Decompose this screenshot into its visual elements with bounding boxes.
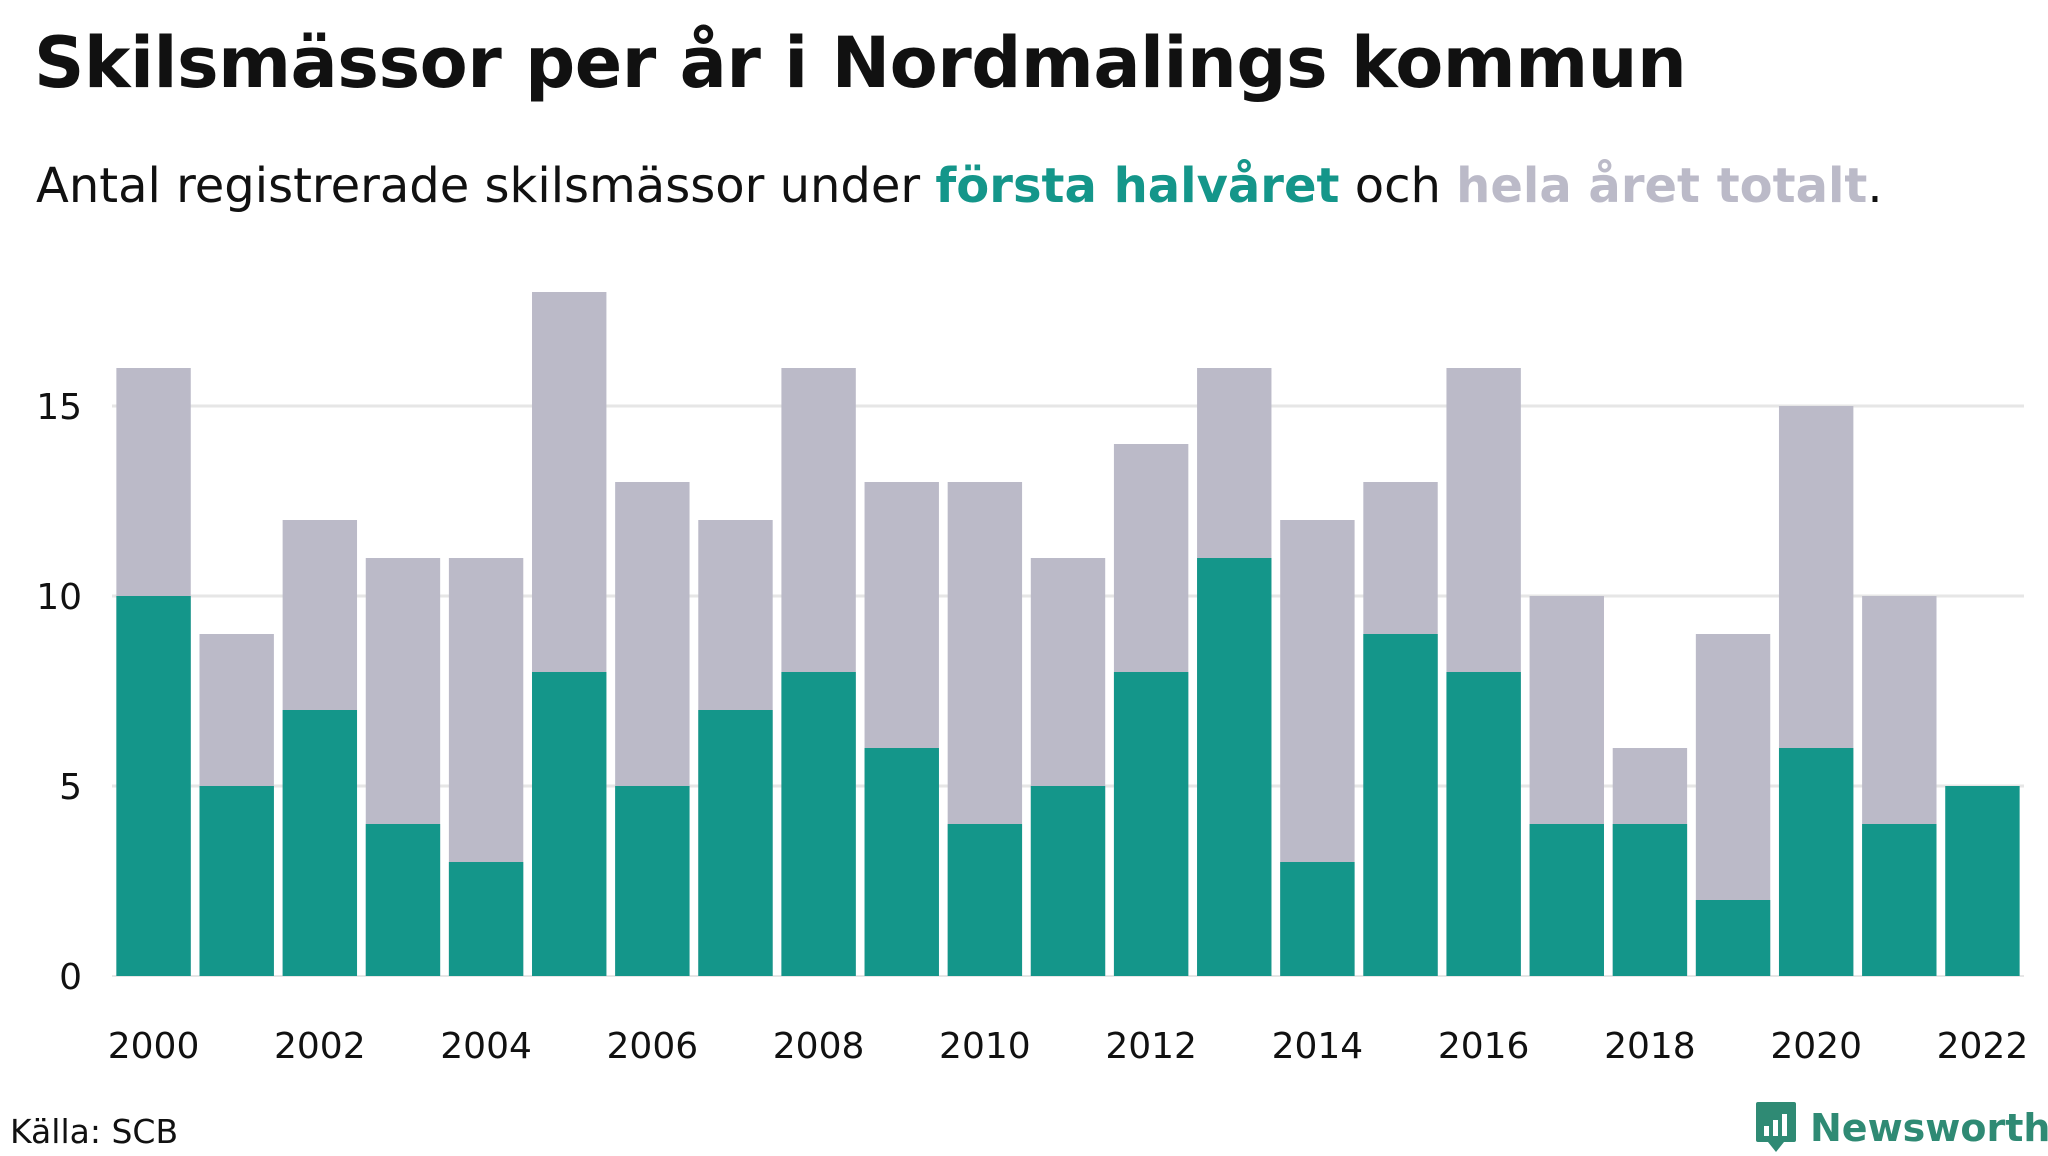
y-tick-label-5: 5 (59, 767, 82, 808)
subtitle-highlight-first-half: första halvåret (935, 158, 1340, 214)
x-tick-label-2014: 2014 (1272, 1026, 1364, 1067)
bar-first-half-2004 (448, 862, 524, 976)
bar-first-half-2015 (1363, 634, 1438, 976)
subtitle-middle: och (1339, 158, 1457, 214)
newsworthy-chart-icon (1756, 1102, 1796, 1152)
bar-first-half-2007 (698, 710, 773, 976)
bar-first-half-2014 (1280, 862, 1355, 976)
y-tick-label-10: 10 (36, 577, 82, 618)
bar-first-half-2000 (116, 596, 191, 976)
x-tick-label-2010: 2010 (939, 1026, 1031, 1067)
x-axis: 2000 2002 2004 2006 2008 2010 2012 2014 2016 2018… (108, 1026, 2028, 1067)
bar-first-half-2009 (864, 748, 939, 976)
bar-first-half-2010 (947, 824, 1023, 976)
bar-first-half-2002 (282, 710, 358, 976)
x-tick-label-2000: 2000 (108, 1026, 200, 1067)
bar-first-half-2019 (1695, 900, 1771, 976)
x-tick-label-2022: 2022 (1937, 1026, 2029, 1067)
chart-title: Skilsmässor per år i Nordmalings kommun (34, 22, 1687, 104)
x-tick-label-2016: 2016 (1438, 1026, 1530, 1067)
bar-first-half-2021 (1862, 824, 1937, 976)
bar-first-half-2022 (1945, 786, 2020, 976)
bar-first-half-2012 (1113, 672, 1189, 976)
bars (116, 292, 2020, 976)
bar-first-half-2017 (1529, 824, 1604, 976)
x-tick-label-2018: 2018 (1604, 1026, 1696, 1067)
subtitle-highlight-total: hela året totalt (1456, 158, 1868, 214)
x-tick-label-2004: 2004 (440, 1026, 532, 1067)
bar-first-half-2008 (781, 672, 856, 976)
bar-first-half-2016 (1446, 672, 1521, 976)
bar-first-half-2006 (615, 786, 690, 976)
bar-first-half-2001 (199, 786, 274, 976)
logo-text: Newsworthy (1810, 1106, 2048, 1150)
y-tick-label-0: 0 (59, 957, 82, 998)
newsworthy-logo: Newsworthy (1754, 1100, 2048, 1156)
x-tick-label-2008: 2008 (773, 1026, 865, 1067)
bar-first-half-2020 (1778, 748, 1854, 976)
bar-first-half-2013 (1197, 558, 1272, 976)
bar-first-half-2005 (532, 672, 607, 976)
source-note: Källa: SCB (10, 1112, 179, 1151)
bar-first-half-2011 (1030, 786, 1106, 976)
x-tick-label-2002: 2002 (274, 1026, 366, 1067)
chart-subtitle: Antal registrerade skilsmässor under för… (36, 158, 1883, 214)
bar-first-half-2018 (1612, 824, 1688, 976)
x-tick-label-2012: 2012 (1105, 1026, 1197, 1067)
y-tick-label-15: 15 (36, 387, 82, 428)
subtitle-suffix: . (1867, 158, 1883, 214)
x-tick-label-2006: 2006 (607, 1026, 699, 1067)
bar-first-half-2003 (365, 824, 441, 976)
subtitle-prefix: Antal registrerade skilsmässor under (36, 158, 936, 214)
y-axis: 0 5 10 15 (36, 387, 82, 998)
x-tick-label-2020: 2020 (1770, 1026, 1862, 1067)
